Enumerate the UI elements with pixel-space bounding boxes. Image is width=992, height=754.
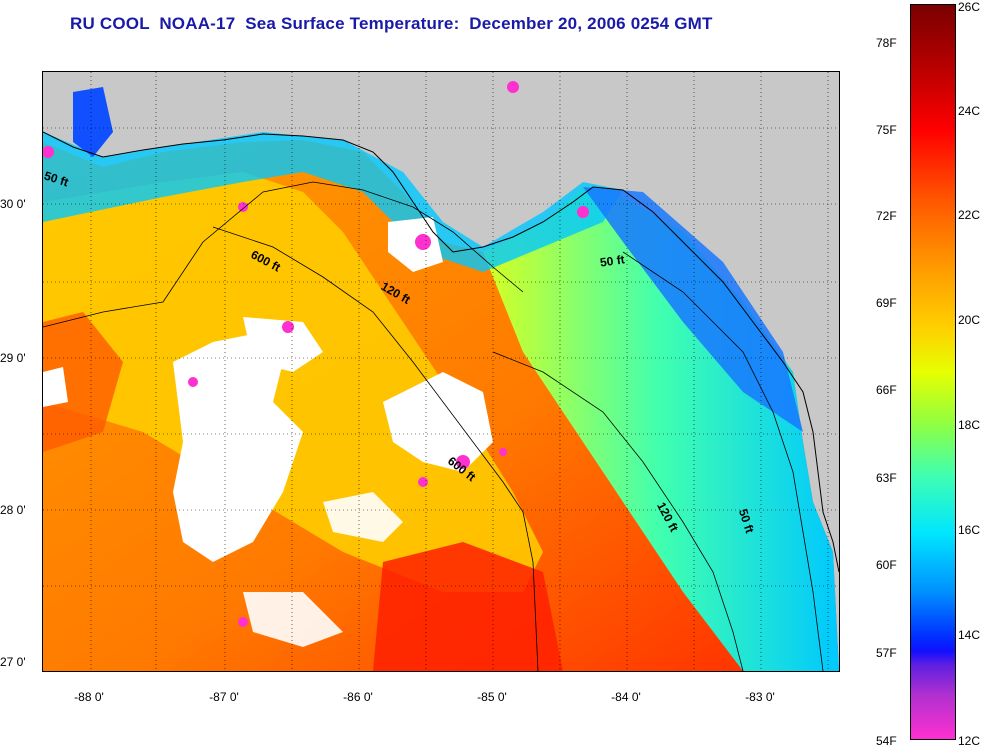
fahrenheit-tick-label: 60F	[876, 558, 897, 572]
east-shelf-water	[483, 187, 839, 671]
fahrenheit-tick-label: 69F	[876, 296, 897, 310]
graticule	[43, 72, 839, 671]
fahrenheit-tick-label: 75F	[876, 123, 897, 137]
fahrenheit-tick-label: 72F	[876, 209, 897, 223]
celsius-tick-label: 12C	[958, 734, 981, 748]
coastline	[43, 131, 839, 573]
latitude-label: 28 0'	[0, 503, 26, 517]
cloud-patch	[243, 592, 343, 647]
celsius-tick-label: 26C	[958, 0, 981, 14]
celsius-tick-label: 20C	[958, 313, 981, 327]
fahrenheit-tick-label: 78F	[876, 36, 897, 50]
map-title: RU COOL NOAA-17 Sea Surface Temperature:…	[70, 14, 713, 33]
mobile-bay-cold	[73, 87, 113, 157]
sst-map	[42, 71, 840, 672]
cloud-edge-specks	[43, 81, 589, 627]
longitude-label: -86 0'	[343, 690, 373, 704]
fahrenheit-tick-label: 57F	[876, 646, 897, 660]
fahrenheit-tick-label: 63F	[876, 471, 897, 485]
big-bend-cold-water	[583, 187, 803, 432]
contour-line-120ft	[492, 351, 744, 671]
cloud-patch	[173, 332, 303, 562]
southern-warm-core	[373, 542, 563, 671]
contour-line-50ft	[622, 251, 824, 671]
longitude-label: -85 0'	[477, 690, 507, 704]
latitude-label: 27 0'	[0, 655, 26, 669]
western-warm-patch	[43, 312, 123, 452]
longitude-label: -88 0'	[74, 690, 104, 704]
celsius-tick-label: 16C	[958, 523, 981, 537]
mid-shelf-warm-band	[43, 172, 543, 592]
cloud-patch	[43, 367, 68, 407]
cloud-patch	[323, 492, 403, 542]
longitude-label: -84 0'	[611, 690, 641, 704]
temperature-colorbar	[910, 4, 956, 740]
contour-line-600ft	[212, 226, 539, 671]
celsius-tick-label: 24C	[958, 104, 981, 118]
fahrenheit-tick-label: 66F	[876, 383, 897, 397]
latitude-label: 29 0'	[0, 351, 26, 365]
cloud-patch	[383, 372, 493, 472]
fahrenheit-tick-label: 54F	[876, 734, 897, 748]
celsius-tick-label: 22C	[958, 208, 981, 222]
longitude-label: -83 0'	[745, 690, 775, 704]
sst-map-canvas	[43, 72, 839, 671]
longitude-label: -87 0'	[209, 690, 239, 704]
celsius-tick-label: 14C	[958, 628, 981, 642]
contour-line-600ft-north	[43, 181, 524, 328]
celsius-tick-label: 18C	[958, 418, 981, 432]
coastal-cold-strip	[43, 132, 623, 272]
latitude-label: 30 0'	[0, 197, 26, 211]
